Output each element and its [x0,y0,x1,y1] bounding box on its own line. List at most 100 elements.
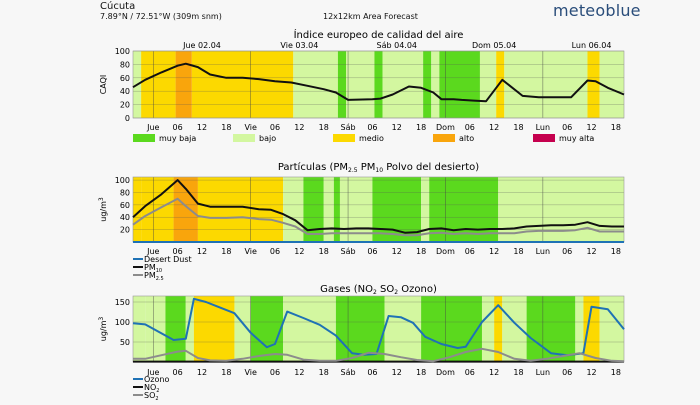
legend-label-text: SO [144,391,155,400]
day-label: Dom 05.04 [472,41,516,50]
x-tick-label: 12 [489,368,499,377]
x-tick-label: 06 [562,123,572,132]
x-tick-label: Jue [146,368,159,377]
band-medio [193,296,235,362]
x-tick-label: 06 [465,368,475,377]
title-part: SO [377,284,395,295]
y-tick-label: 100 [115,318,130,327]
x-tick-label: Jue [146,123,159,132]
forecast-type: 12x12km Area Forecast [323,12,418,21]
day-label: Jue 02.04 [182,41,221,50]
band-bajo [234,296,251,362]
meteoblue-logo[interactable]: meteoblue [553,1,641,20]
x-tick-label: Dom [436,368,455,377]
title-subscript: 10 [375,167,383,174]
x-tick-label: 06 [367,123,377,132]
y-axis-label-sup: 3 [98,317,105,321]
band-bajo [504,51,588,118]
x-tick-label: 18 [319,368,329,377]
x-tick-label: Vie [244,123,257,132]
legend-label-text: PM [144,263,156,272]
band-bajo [599,296,624,362]
y-tick-label: 60 [120,201,130,210]
legend-label: Ozono [144,375,169,384]
legend-label: SO2 [144,391,159,402]
legend-label: medio [359,134,384,143]
x-tick-label: 12 [197,247,207,256]
legend-swatch-medio [333,134,355,142]
title-part: Polvo del desierto) [383,162,479,173]
legend-label: PM10 [144,263,162,274]
x-tick-label: 12 [294,123,304,132]
x-tick-label: 12 [197,368,207,377]
title-subscript: 2.5 [348,167,358,174]
y-tick-label: 0 [125,114,130,123]
band-muy-baja [429,177,499,242]
band-muy-baja [333,177,340,242]
x-tick-label: Vie [244,247,257,256]
chart-title: Índice europeo de calidad del aire [294,28,464,41]
x-tick-label: Lun [536,123,550,132]
x-tick-label: 12 [392,247,402,256]
series-line-pm10 [132,179,624,234]
band-bajo [479,51,497,118]
band-muy-baja [303,177,324,242]
band-muy-baja [423,51,432,118]
legend-label-text: PM [144,271,156,280]
x-tick-label: 18 [513,247,523,256]
legend-label: Desert Dust [144,255,192,264]
legend-label-text: NO [144,383,156,392]
band-muy-baja [337,51,347,118]
band-bajo [481,296,495,362]
legend-label: NO2 [144,383,159,394]
y-tick-label: 20 [120,226,130,235]
day-label: Lun 06.04 [572,41,612,50]
band-medio [141,51,176,118]
band-bajo [421,177,430,242]
y-tick-label: 80 [120,188,130,197]
y-tick-label: 20 [120,101,130,110]
band-medio [583,296,600,362]
legend-label-text: Ozono [144,375,169,384]
legend-swatch-muy-baja [133,134,155,142]
y-axis-label-text: ug/m [99,201,108,222]
x-tick-label: 06 [562,368,572,377]
x-tick-label: 18 [416,368,426,377]
band-muy-baja [526,296,576,362]
title-subscript: 2 [394,289,398,296]
x-tick-label: Lun [536,247,550,256]
title-part: Partículas (PM [278,161,348,173]
legend-label: muy alta [559,134,594,143]
band-muy-baja [374,51,383,118]
band-medio [587,51,600,118]
y-axis-label: ug/m3 [98,317,108,342]
band-medio [496,51,505,118]
x-tick-label: 18 [513,368,523,377]
x-tick-label: Dom [436,123,455,132]
x-tick-label: 06 [270,123,280,132]
legend-swatch-bajo [233,134,255,142]
x-tick-label: 18 [513,123,523,132]
x-tick-label: 06 [562,247,572,256]
x-tick-label: 12 [489,123,499,132]
chart-panel-2: Partículas (PM2.5 PM10 Polvo del desiert… [98,161,625,282]
plot-frame [132,50,625,119]
legend-label-sub: 10 [156,268,162,274]
band-medio [191,51,294,118]
x-tick-label: 18 [221,368,231,377]
x-tick-label: Sáb [341,247,356,256]
legend-label-sub: 2.5 [156,276,164,282]
x-tick-label: Dom [436,247,455,256]
day-label: Sáb 04.04 [377,41,418,50]
x-tick-label: 18 [319,123,329,132]
band-alto [173,177,198,242]
x-tick-label: Sáb [341,123,356,132]
x-tick-label: 18 [416,123,426,132]
x-tick-label: Vie [244,368,257,377]
legend-label: muy baja [159,134,196,143]
x-tick-label: 12 [586,368,596,377]
title-part: PM [358,162,376,173]
